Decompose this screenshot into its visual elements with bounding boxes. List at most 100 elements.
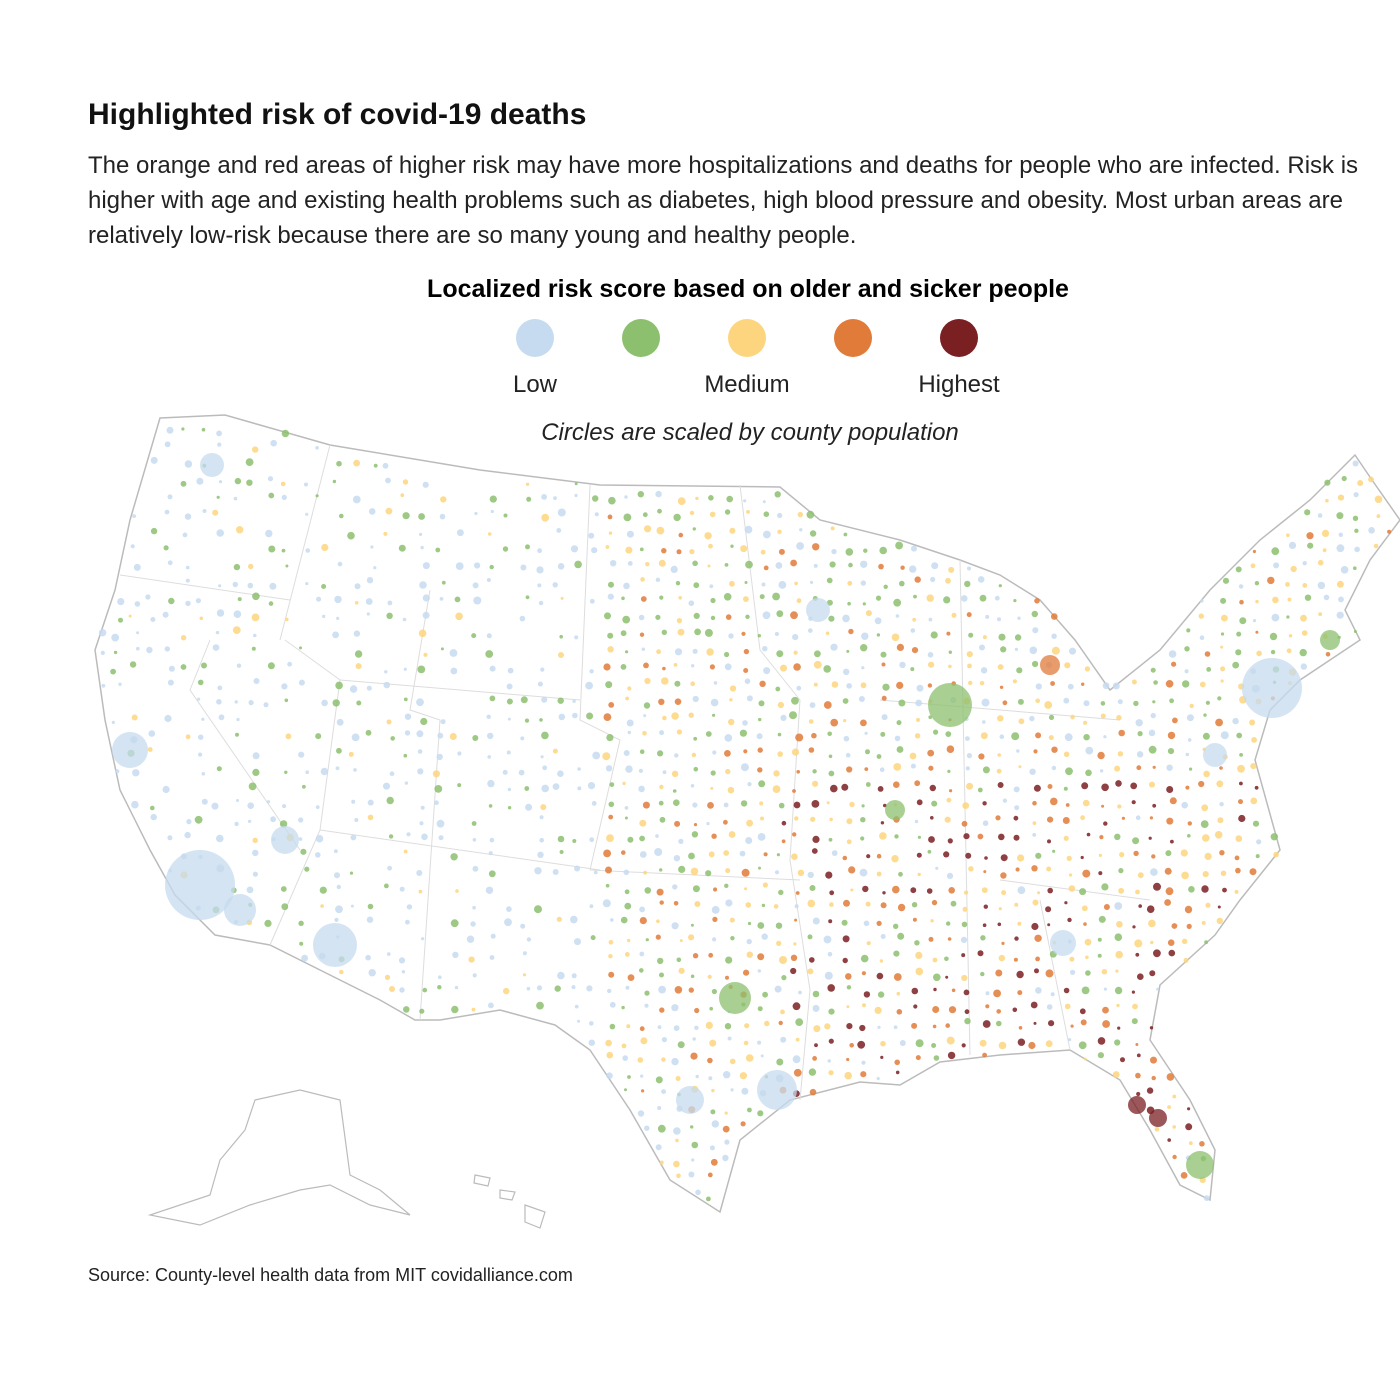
county-dot — [1035, 852, 1042, 859]
county-dot — [489, 837, 495, 843]
county-dot — [285, 617, 289, 622]
county-dot — [708, 495, 714, 501]
county-dot — [727, 1036, 732, 1041]
county-dot — [792, 1002, 801, 1011]
county-dot — [487, 755, 492, 759]
county-dot — [1340, 566, 1349, 574]
county-dot — [792, 634, 799, 641]
county-dot — [911, 902, 918, 908]
county-dot — [1374, 495, 1383, 504]
county-dot — [507, 806, 512, 810]
county-dot — [1086, 832, 1091, 837]
county-dot — [807, 934, 813, 940]
county-dot — [790, 611, 798, 620]
county-dot — [1063, 697, 1070, 704]
county-dot — [829, 561, 836, 568]
county-dot — [542, 765, 548, 771]
county-dot — [672, 884, 678, 890]
county-dot — [218, 480, 223, 484]
county-dot — [677, 497, 686, 505]
county-dot — [534, 867, 542, 875]
county-dot — [1121, 816, 1125, 820]
county-dot — [472, 905, 476, 910]
county-dot — [896, 681, 904, 690]
county-dot — [232, 626, 241, 634]
county-dot — [1018, 765, 1022, 769]
county-dot — [1101, 969, 1108, 975]
county-dot — [1017, 854, 1025, 862]
county-dot — [1045, 969, 1054, 978]
county-dot — [248, 782, 257, 791]
county-dot — [671, 1057, 679, 1066]
county-dot — [746, 951, 753, 958]
county-dot — [1232, 661, 1240, 669]
county-dot — [849, 1043, 854, 1048]
city-dot — [112, 732, 148, 768]
county-dot — [763, 852, 768, 857]
county-dot — [605, 681, 613, 689]
county-dot — [710, 770, 716, 776]
county-dot — [1135, 889, 1140, 895]
county-dot — [830, 643, 838, 651]
county-dot — [435, 547, 441, 553]
county-dot — [893, 781, 900, 788]
county-dot — [1302, 561, 1307, 566]
county-dot — [946, 921, 951, 926]
county-dot — [725, 975, 729, 980]
county-dot — [828, 770, 835, 777]
county-dot — [778, 1020, 783, 1026]
county-dot — [605, 866, 612, 874]
county-dot — [1204, 940, 1208, 945]
city-dot — [165, 850, 235, 920]
county-dot — [778, 802, 785, 809]
county-dot — [525, 482, 530, 486]
county-dot — [1167, 731, 1176, 740]
county-dot — [688, 934, 695, 941]
county-dot — [965, 766, 970, 771]
county-dot — [877, 786, 884, 792]
county-dot — [982, 1020, 991, 1028]
county-dot — [824, 1023, 831, 1030]
county-dot — [1153, 949, 1161, 958]
county-dot — [896, 1009, 903, 1015]
county-dot — [148, 730, 156, 737]
county-dot — [1013, 786, 1020, 793]
county-dot — [914, 940, 920, 946]
county-dot — [321, 543, 329, 552]
county-dot — [997, 922, 1002, 927]
county-dot — [1171, 923, 1178, 929]
county-dot — [880, 902, 887, 909]
county-dot — [943, 596, 951, 604]
county-dot — [809, 702, 816, 708]
county-dot — [624, 1088, 627, 1092]
county-dot — [893, 973, 902, 981]
county-dot — [1080, 815, 1085, 821]
county-dot — [914, 733, 921, 739]
county-dot — [470, 921, 476, 927]
county-dot — [349, 871, 354, 875]
county-dot — [676, 729, 683, 735]
county-dot — [164, 646, 170, 652]
county-dot — [335, 681, 343, 690]
county-dot — [1101, 783, 1109, 792]
county-dot — [637, 1110, 645, 1117]
county-dot — [1353, 566, 1357, 570]
city-dot — [757, 1070, 797, 1110]
county-dot — [799, 528, 803, 532]
county-dot — [758, 866, 761, 870]
county-dot — [557, 770, 564, 777]
county-dot — [692, 953, 699, 959]
county-dot — [1238, 814, 1246, 823]
county-dot — [859, 1024, 866, 1032]
county-dot — [1114, 902, 1123, 910]
county-dot — [507, 787, 512, 792]
county-dot — [927, 749, 935, 757]
county-dot — [416, 730, 424, 738]
county-dot — [252, 871, 258, 877]
county-dot — [891, 855, 899, 863]
county-dot — [1050, 797, 1058, 806]
county-dot — [1067, 917, 1072, 923]
legend-swatch — [622, 319, 660, 357]
county-dot — [1288, 634, 1293, 638]
county-dot — [385, 507, 393, 515]
